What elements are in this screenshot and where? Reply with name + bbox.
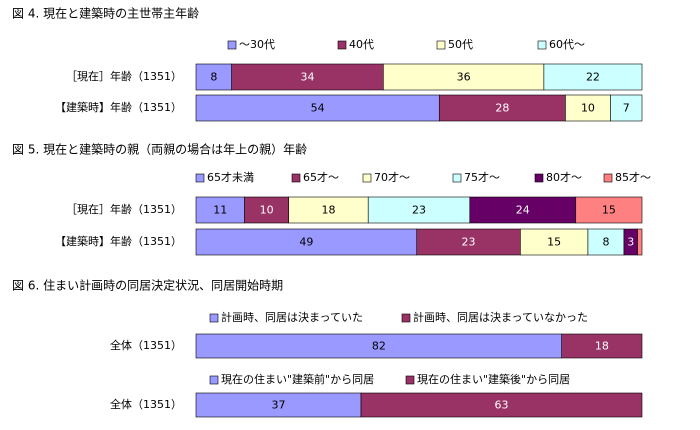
bar-segment [469, 196, 577, 224]
bar-segment [520, 228, 589, 256]
category-label: 全体（1351） [110, 338, 182, 352]
legend-swatch [452, 173, 462, 183]
bar-segment [637, 228, 643, 256]
bar-segment [565, 94, 611, 122]
data-label: 23 [412, 204, 426, 217]
data-label: 34 [301, 71, 315, 84]
legend-swatch [603, 173, 613, 183]
bar-segment [416, 228, 521, 256]
legend-label: 60代～ [549, 38, 585, 51]
category-label: 全体（1351） [110, 397, 182, 411]
data-label: 24 [516, 204, 530, 217]
legend-swatch [337, 40, 347, 50]
data-label: 63 [495, 399, 509, 412]
legend-swatch [291, 173, 301, 183]
legend-label: 65才～ [303, 170, 339, 184]
data-label: 18 [595, 340, 609, 353]
bar-segment [231, 63, 384, 91]
data-label: 82 [372, 340, 386, 353]
bar-segment [543, 63, 643, 91]
legend-swatch [227, 40, 237, 50]
legend-label: 現在の住まい"建築後"から同居 [417, 372, 570, 386]
chart-title: 図 4. 現在と建築時の主世帯主年齢 [12, 6, 199, 21]
data-label: 37 [272, 399, 286, 412]
bar-segment [360, 392, 643, 418]
legend-swatch [436, 40, 446, 50]
bar-segment [383, 63, 545, 91]
data-label: 54 [311, 102, 325, 115]
legend-swatch [405, 375, 415, 385]
bar-segment [244, 196, 290, 224]
bar-segment [195, 392, 362, 418]
bar-segment [438, 94, 566, 122]
legend-swatch [534, 173, 544, 183]
legend-label: 80才～ [546, 170, 582, 184]
bar-segment [610, 94, 643, 122]
chart-title: 図 6. 住まい計画時の同居決定状況、同居開始時期 [12, 278, 283, 293]
data-label: 23 [462, 236, 476, 249]
legend-swatch [537, 40, 547, 50]
legend-label: 85才～ [615, 170, 651, 184]
legend-label: 50代 [448, 38, 473, 51]
legend-swatch [401, 313, 411, 323]
data-label: 28 [495, 102, 509, 115]
data-label: 3 [627, 236, 634, 249]
legend-label: 計画時、同居は決まっていなかった [413, 310, 588, 324]
data-label: 8 [210, 71, 217, 84]
category-label: ［現在］年齢（1351） [66, 202, 182, 216]
category-label: ［現在］年齢（1351） [66, 69, 182, 83]
legend-label: 70才～ [374, 170, 410, 184]
bar-segment [561, 333, 643, 359]
chart-title: 図 5. 現在と建築時の親（両親の場合は年上の親）年齢 [12, 142, 307, 157]
category-label: 【建築時】年齢（1351） [55, 100, 182, 114]
legend-label: ～30代 [239, 38, 275, 51]
data-label: 36 [457, 71, 471, 84]
legend-swatch [209, 313, 219, 323]
legend-swatch [209, 375, 219, 385]
bar-segment [587, 228, 625, 256]
bar-segment [367, 196, 471, 224]
bar-segment [195, 196, 245, 224]
data-label: 11 [213, 204, 227, 217]
category-label: 【建築時】年齢（1351） [55, 234, 182, 248]
legend-swatch [362, 173, 372, 183]
data-label: 49 [299, 236, 313, 249]
data-label: 10 [581, 102, 595, 115]
data-label: 22 [586, 71, 600, 84]
legend-label: 65才未満 [207, 170, 254, 184]
legend-swatch [195, 173, 205, 183]
bar-segment [575, 196, 643, 224]
data-label: 15 [602, 204, 616, 217]
data-label: 10 [260, 204, 274, 217]
data-label: 8 [602, 236, 609, 249]
data-label: 15 [547, 236, 561, 249]
legend-label: 40代 [349, 38, 374, 51]
data-label: 18 [321, 204, 335, 217]
bar-segment [195, 94, 440, 122]
legend-label: 現在の住まい"建築前"から同居 [221, 372, 374, 386]
bar-segment [195, 63, 232, 91]
legend-label: 計画時、同居は決まっていた [221, 310, 363, 324]
legend-label: 75才～ [464, 170, 500, 184]
bar-segment [195, 333, 563, 359]
data-label: 7 [623, 102, 630, 115]
